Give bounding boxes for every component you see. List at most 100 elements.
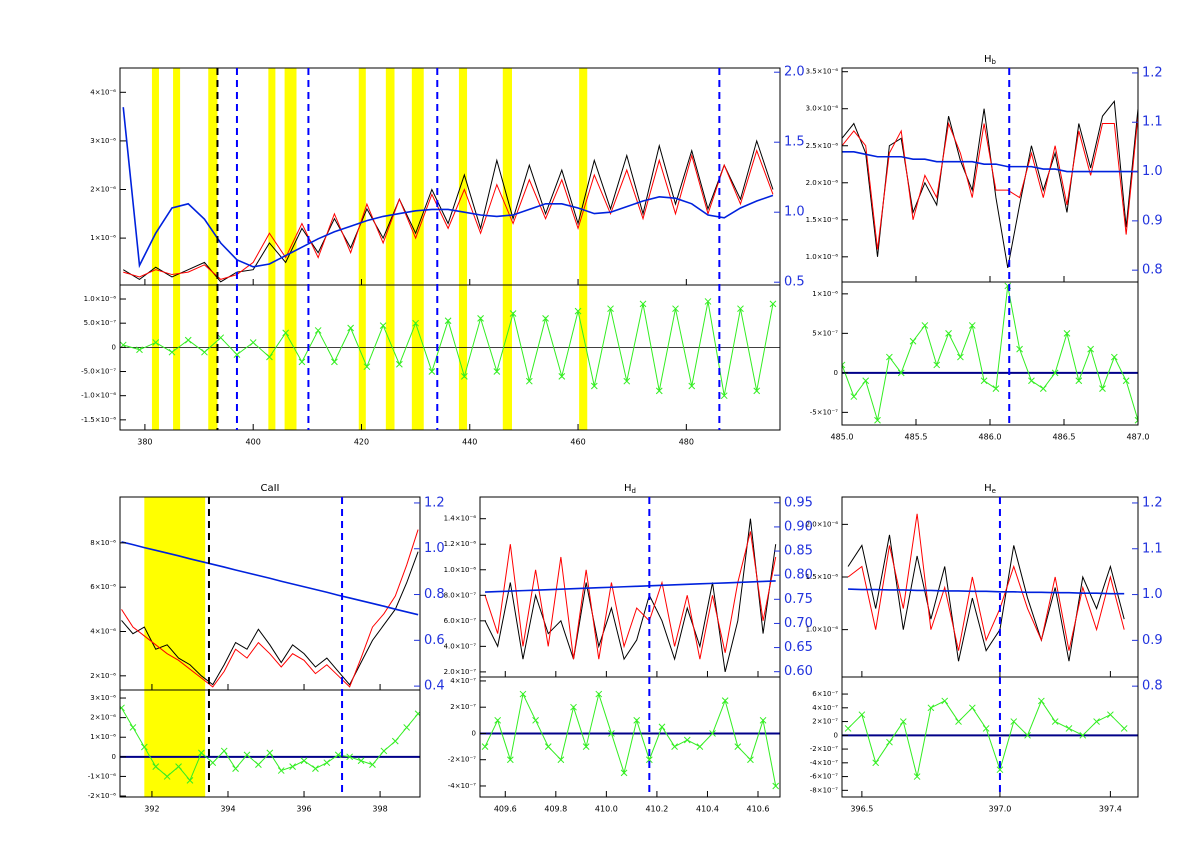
residual-marker bbox=[957, 353, 964, 361]
residual-marker bbox=[120, 704, 125, 712]
residual-marker bbox=[532, 716, 539, 724]
y2-tick-label: 1.5 bbox=[784, 135, 805, 150]
y-tick-label: 0 bbox=[834, 369, 838, 377]
y-tick-label: 2.0×10⁻⁶ bbox=[806, 179, 839, 187]
plot-area bbox=[484, 518, 777, 673]
spectrum-line bbox=[842, 116, 1138, 250]
residual-marker bbox=[633, 716, 641, 724]
residual-marker bbox=[620, 769, 628, 777]
y2-tick-label: 1.2 bbox=[1142, 495, 1163, 510]
residual-marker bbox=[266, 353, 273, 361]
y-tick-label: 1.0×10⁻⁶ bbox=[444, 566, 477, 574]
residual-marker bbox=[982, 725, 990, 732]
residual-marker bbox=[844, 725, 852, 732]
residual-marker bbox=[152, 339, 160, 346]
x-tick-label: 410.0 bbox=[595, 805, 618, 814]
residual-marker bbox=[968, 322, 976, 329]
x-tick-label: 420 bbox=[354, 438, 369, 447]
y-tick-label: 3.5×10⁻⁶ bbox=[806, 68, 839, 76]
residual-marker bbox=[696, 743, 704, 750]
residual-marker bbox=[152, 763, 160, 770]
y2-tick-label: 0.8 bbox=[424, 587, 445, 602]
residual-marker bbox=[1051, 369, 1059, 377]
residual-marker bbox=[1122, 377, 1130, 385]
residual-marker bbox=[1107, 711, 1114, 719]
residual-marker bbox=[897, 369, 905, 377]
residual-marker bbox=[595, 690, 603, 698]
title-sub: d bbox=[632, 487, 636, 495]
residual-marker bbox=[369, 761, 376, 769]
x-tick-label: 409.6 bbox=[494, 805, 517, 814]
plot-frame bbox=[119, 689, 421, 798]
residual-marker bbox=[217, 334, 225, 342]
plot-area bbox=[480, 690, 780, 790]
y2-tick-label: 0.95 bbox=[784, 495, 813, 510]
title-main: H bbox=[624, 483, 632, 494]
residual-marker bbox=[590, 382, 598, 390]
residual-marker bbox=[759, 716, 767, 724]
highlight-band bbox=[284, 68, 297, 430]
x-tick-label: 486.5 bbox=[1053, 433, 1076, 442]
y-tick-label: 1.5×10⁻⁶ bbox=[806, 573, 839, 581]
y-tick-label: -1.5×10⁻⁶ bbox=[81, 416, 116, 424]
residual-marker bbox=[933, 361, 941, 369]
y-tick-label: -5×10⁻⁷ bbox=[810, 408, 838, 416]
spectrum-line bbox=[123, 149, 774, 280]
title-sub: e bbox=[992, 487, 996, 495]
panel-title: He bbox=[984, 483, 996, 495]
y2-tick-label: 0.9 bbox=[1142, 633, 1163, 648]
y-tick-label: 1×10⁻⁶ bbox=[812, 290, 838, 298]
highlight-band bbox=[208, 68, 218, 430]
plot-area bbox=[842, 697, 1138, 780]
residual-marker bbox=[509, 310, 517, 317]
residual-marker bbox=[220, 747, 228, 755]
highlight-band bbox=[358, 68, 366, 430]
residual-marker bbox=[688, 382, 696, 390]
residual-marker bbox=[312, 765, 319, 772]
residual-marker bbox=[525, 377, 533, 385]
spectrum-line bbox=[122, 107, 774, 269]
residual-marker bbox=[314, 327, 322, 334]
y-tick-label: 8×10⁻⁶ bbox=[90, 539, 116, 547]
residual-line bbox=[484, 692, 777, 787]
plot-area bbox=[842, 282, 1138, 424]
y-tick-label: 0 bbox=[112, 753, 116, 761]
panel-title: CaII bbox=[260, 483, 279, 494]
title-main: CaII bbox=[260, 483, 279, 494]
residual-marker bbox=[709, 730, 716, 737]
residual-marker bbox=[282, 329, 290, 337]
y-tick-label: -4×10⁻⁷ bbox=[810, 759, 838, 767]
y-tick-label: 0 bbox=[472, 729, 476, 737]
residual-marker bbox=[1079, 731, 1087, 739]
x-tick-label: 394 bbox=[220, 805, 235, 814]
residual-marker bbox=[198, 749, 205, 757]
y-tick-label: 1.5×10⁻⁶ bbox=[806, 216, 839, 224]
residual-marker bbox=[570, 703, 577, 711]
residual-marker bbox=[379, 322, 387, 329]
residual-marker bbox=[347, 324, 355, 332]
highlight-band bbox=[579, 68, 588, 430]
residual-marker bbox=[1093, 718, 1100, 725]
plot-area bbox=[120, 704, 420, 784]
spectrum-line bbox=[485, 580, 776, 593]
residual-marker bbox=[769, 300, 777, 308]
spectrum-line bbox=[484, 531, 777, 660]
y2-tick-label: 0.80 bbox=[784, 568, 813, 583]
residual-marker bbox=[481, 743, 489, 750]
panel: 1.0×10⁻⁶ 1.5×10⁻⁶ 2.0×10⁻⁶ 0.8 0.9 1.0 1.1 1.2 6… bbox=[806, 483, 1163, 814]
residual-marker bbox=[209, 759, 217, 767]
plot-area bbox=[847, 513, 1125, 662]
y-tick-label: 4.0×10⁻⁷ bbox=[444, 642, 477, 650]
y-tick-label: -6×10⁻⁷ bbox=[810, 773, 838, 781]
spectrum-line bbox=[842, 151, 1138, 173]
residual-marker bbox=[704, 298, 712, 305]
y2-tick-label: 0.70 bbox=[784, 616, 813, 631]
spectrum-line bbox=[121, 541, 419, 616]
residual-marker bbox=[1065, 725, 1073, 732]
residual-marker bbox=[721, 697, 729, 704]
residual-marker bbox=[872, 759, 880, 767]
residual-marker bbox=[992, 385, 1000, 393]
residual-marker bbox=[645, 756, 653, 764]
residual-marker bbox=[941, 697, 949, 705]
residual-marker bbox=[658, 723, 666, 731]
